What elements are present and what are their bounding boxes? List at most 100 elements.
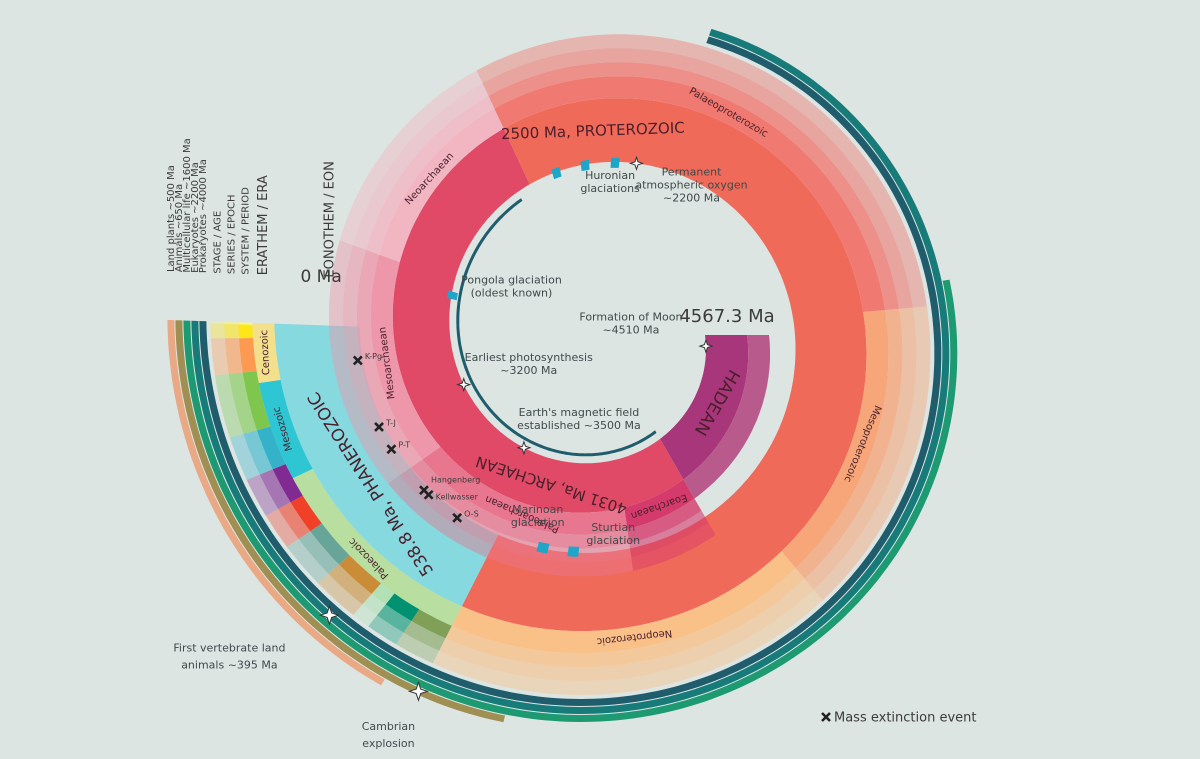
period-band bbox=[238, 324, 253, 339]
event-label: explosion bbox=[362, 737, 414, 750]
life-label: Prokaryotes ~4000 Ma bbox=[198, 159, 209, 273]
eon-band bbox=[392, 128, 684, 513]
event-label: ~3200 Ma bbox=[500, 364, 557, 377]
epoch-band bbox=[804, 307, 917, 590]
period-band bbox=[239, 338, 257, 373]
epoch-band bbox=[225, 338, 243, 374]
age-band bbox=[317, 573, 363, 615]
era-band bbox=[422, 446, 628, 535]
epoch-band bbox=[362, 593, 386, 616]
epoch-band bbox=[439, 578, 814, 681]
event-label: Sturtian bbox=[591, 521, 635, 534]
eon-band bbox=[274, 323, 499, 607]
period-band bbox=[445, 568, 805, 667]
event-label: glaciation bbox=[586, 534, 640, 547]
age-band bbox=[210, 323, 225, 339]
epoch-band bbox=[399, 467, 632, 563]
age-band bbox=[631, 522, 716, 571]
age-band bbox=[229, 433, 260, 480]
era-band bbox=[624, 479, 695, 530]
event-star bbox=[628, 155, 645, 171]
event-label: Huronian bbox=[585, 169, 635, 182]
event-label: First vertebrate land bbox=[173, 642, 285, 655]
event-label: (oldest known) bbox=[471, 287, 553, 300]
age-band bbox=[287, 539, 329, 583]
eon-band bbox=[461, 98, 867, 632]
extinction-label: O-S bbox=[464, 509, 478, 518]
extinction-marker bbox=[821, 712, 831, 722]
present-label: 0 Ma bbox=[300, 267, 341, 287]
event-label: Cambrian bbox=[362, 720, 415, 733]
glaciation bbox=[536, 541, 550, 554]
event-star bbox=[698, 338, 714, 354]
epoch-band bbox=[228, 372, 257, 434]
period-band bbox=[410, 459, 630, 549]
period-band bbox=[256, 426, 286, 470]
epoch-band bbox=[352, 83, 489, 250]
epoch-band bbox=[629, 510, 709, 557]
epoch-band bbox=[482, 48, 913, 309]
event-label: Marinoan bbox=[512, 503, 563, 516]
legend-label: Mass extinction event bbox=[834, 711, 976, 726]
era-label: Cenozoic bbox=[259, 330, 272, 376]
period-band bbox=[795, 308, 903, 579]
event-label: Earth's magnetic field bbox=[519, 406, 640, 419]
period-band bbox=[356, 249, 423, 468]
age-band bbox=[813, 306, 931, 601]
age-band bbox=[214, 374, 244, 438]
extinction-label: K-Pg bbox=[365, 352, 382, 361]
age-band bbox=[246, 474, 279, 516]
period-band bbox=[411, 609, 452, 639]
column-header: SERIES / EPOCH bbox=[226, 194, 237, 274]
extinction-marker bbox=[419, 485, 429, 496]
event-label: Earliest photosynthesis bbox=[465, 351, 593, 364]
extinction-marker bbox=[452, 512, 463, 523]
epoch-band bbox=[224, 323, 239, 339]
epoch-band bbox=[403, 621, 446, 651]
era-band bbox=[781, 310, 889, 569]
glaciation bbox=[551, 166, 562, 180]
event-star bbox=[407, 680, 430, 702]
age-band bbox=[339, 70, 483, 245]
period-band bbox=[242, 371, 271, 431]
era-band bbox=[292, 468, 462, 626]
age-band bbox=[432, 589, 823, 695]
age-band bbox=[396, 632, 440, 664]
era-band bbox=[370, 254, 441, 460]
epoch-band bbox=[377, 604, 412, 633]
column-header: ERATHEM / ERA bbox=[256, 175, 271, 275]
glaciation bbox=[580, 159, 590, 172]
epoch-band bbox=[278, 502, 311, 539]
period-band bbox=[371, 583, 395, 605]
age-band bbox=[265, 509, 299, 547]
age-band bbox=[388, 475, 634, 577]
event-label: Formation of Moon bbox=[579, 311, 682, 324]
period-band bbox=[238, 322, 253, 325]
extinction-label: Kellwasser bbox=[436, 492, 479, 501]
start-label: 4567.3 Ma bbox=[679, 306, 774, 327]
era-band bbox=[252, 322, 281, 383]
glaciation bbox=[610, 157, 620, 168]
epoch-band bbox=[243, 430, 273, 475]
period-band bbox=[385, 593, 420, 621]
hadean-band bbox=[660, 335, 749, 480]
event-star bbox=[456, 377, 472, 393]
event-label: animals ~395 Ma bbox=[181, 659, 277, 672]
extinction-label: Hangenberg bbox=[431, 476, 480, 485]
period-band bbox=[290, 495, 322, 532]
epoch-band bbox=[298, 531, 339, 574]
extinction-marker bbox=[423, 489, 434, 500]
period-band bbox=[310, 523, 350, 565]
epoch-band bbox=[259, 469, 291, 509]
hadean-era bbox=[683, 335, 770, 499]
era-band bbox=[258, 379, 313, 479]
column-header: STAGE / AGE bbox=[212, 211, 223, 274]
event-label: ~4510 Ma bbox=[602, 324, 659, 337]
period-band bbox=[627, 498, 702, 543]
extinction-marker bbox=[374, 422, 384, 432]
life-label: Eukaryotes ~2200 Ma bbox=[190, 162, 201, 273]
event-label: glaciation bbox=[511, 516, 565, 529]
period-band bbox=[272, 464, 303, 503]
life-label: Multicellular life ~1600 Ma bbox=[182, 138, 193, 272]
age-band bbox=[210, 321, 225, 324]
